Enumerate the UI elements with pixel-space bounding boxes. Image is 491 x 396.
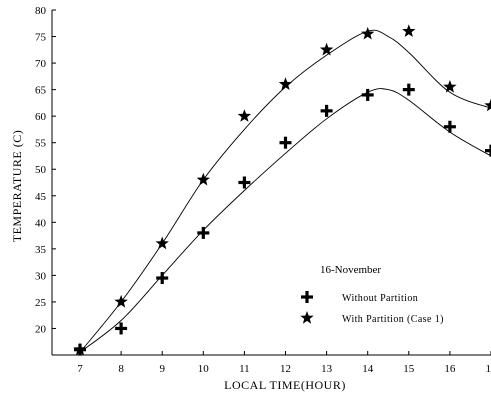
series-curve-1	[79, 88, 491, 353]
data-point-with-partition	[114, 294, 128, 308]
data-point-without-partition	[115, 322, 128, 335]
x-tick-label: 13	[321, 363, 333, 375]
data-point-without-partition	[485, 144, 491, 157]
data-point-with-partition	[73, 342, 87, 356]
axes	[51, 10, 491, 356]
x-tick-label: 10	[198, 363, 210, 375]
x-tick-label: 12	[280, 363, 291, 375]
legend-label: With Partition (Case 1)	[342, 314, 444, 325]
y-tick-label: 65	[35, 85, 47, 97]
legend: 16-November Without Partition With Partit…	[300, 264, 444, 325]
y-tick-label: 50	[35, 164, 47, 176]
data-point-with-partition	[402, 24, 416, 37]
data-point-with-partition	[443, 80, 457, 93]
legend-marker-star	[300, 311, 314, 324]
x-tick-label: 17	[486, 363, 491, 375]
y-tick-label: 30	[35, 270, 47, 282]
data-point-with-partition	[196, 172, 210, 186]
y-tick-label: 80	[35, 5, 47, 17]
data-point-with-partition	[361, 26, 375, 40]
y-tick-label: 45	[35, 191, 47, 203]
data-point-with-partition	[155, 236, 169, 250]
x-tick-label: 7	[77, 363, 83, 375]
legend-marker-plus	[301, 291, 313, 303]
legend-title: 16-November	[320, 264, 381, 276]
data-point-without-partition	[361, 88, 374, 101]
y-tick-label: 55	[35, 138, 47, 150]
x-axis-title: LOCAL TIME(HOUR)	[224, 378, 346, 392]
x-tick-label: 8	[118, 363, 124, 375]
y-tick-label: 40	[35, 217, 47, 229]
y-axis-title: TEMPERATURE (C)	[10, 130, 24, 243]
data-point-with-partition	[278, 77, 293, 90]
y-tick-label: 70	[35, 58, 47, 70]
x-tick-label: 9	[159, 363, 165, 375]
markers	[73, 24, 491, 356]
data-point-without-partition	[320, 104, 333, 117]
x-tick-label: 15	[403, 363, 415, 375]
ticks: 7 8 9 10 11 12 13 14 15 16 17 20 25 30 35 40 45 50 55 60 65 7…	[35, 5, 491, 375]
y-tick-label: 20	[35, 323, 47, 335]
data-point-without-partition	[279, 136, 292, 149]
x-tick-label: 14	[362, 363, 374, 375]
data-point-without-partition	[402, 83, 415, 96]
data-point-with-partition	[484, 98, 491, 112]
y-tick-label: 60	[35, 111, 47, 123]
data-point-with-partition	[319, 42, 334, 56]
legend-label: Without Partition	[342, 293, 418, 304]
data-point-without-partition	[197, 226, 210, 239]
data-point-with-partition	[237, 109, 252, 122]
x-tick-label: 11	[239, 363, 250, 375]
data-point-without-partition	[443, 120, 456, 133]
y-tick-label: 35	[35, 244, 47, 256]
y-tick-label: 25	[35, 297, 47, 309]
x-tick-label: 16	[444, 363, 456, 375]
legend-items: Without Partition With Partition (Case 1)	[300, 291, 444, 325]
data-point-without-partition	[238, 176, 251, 189]
y-tick-label: 75	[35, 32, 47, 44]
series-curve-2	[79, 29, 491, 353]
data-point-without-partition	[156, 272, 169, 285]
